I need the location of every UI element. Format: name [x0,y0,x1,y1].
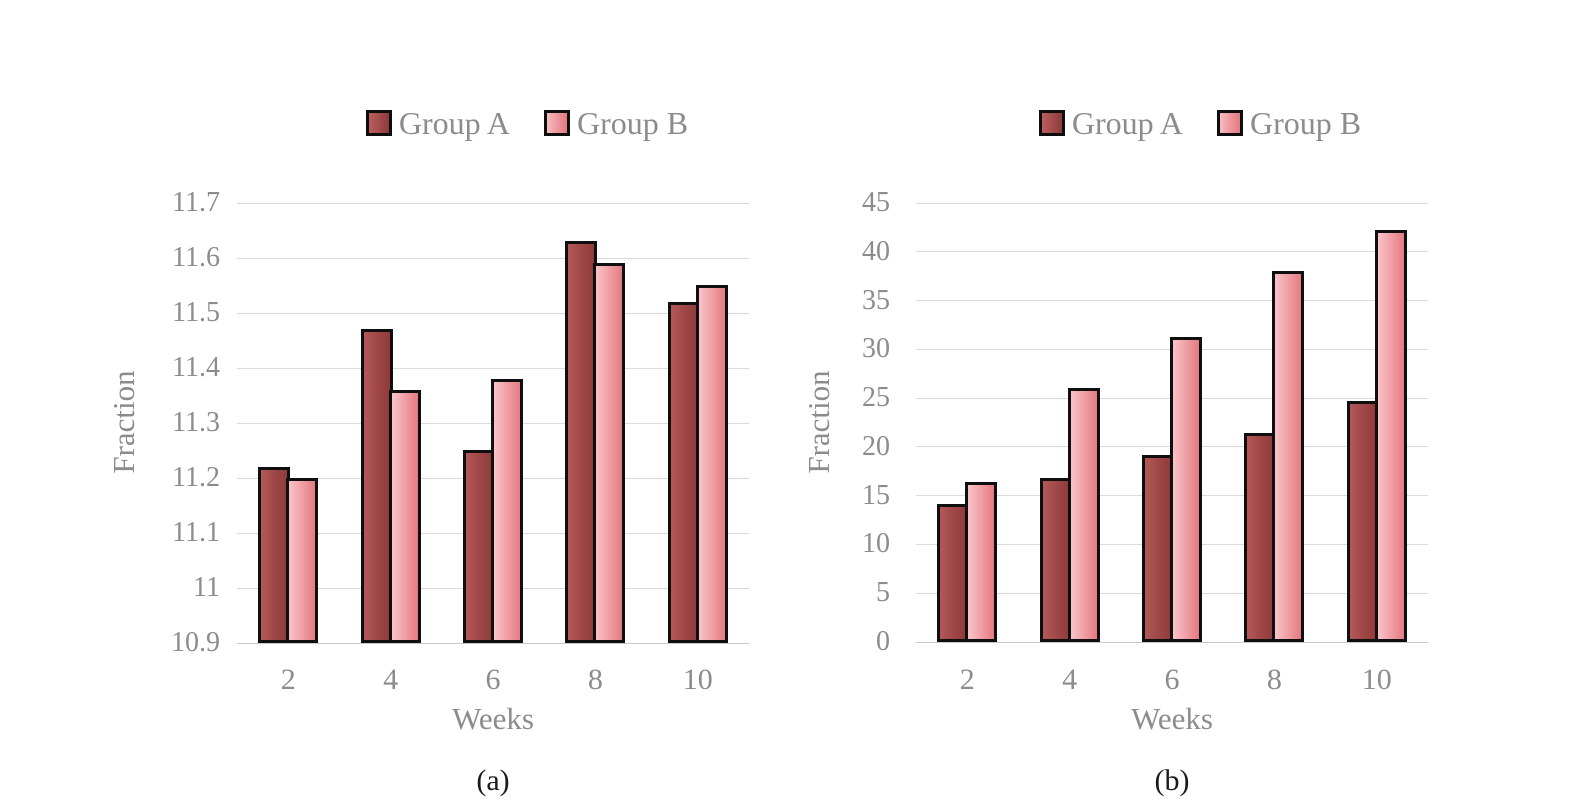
y-tick-label: 11.2 [172,462,220,493]
y-tick-label: 15 [862,479,890,511]
x-tick-label: 8 [1266,663,1282,696]
y-axis-title-chart-b: Fraction [801,370,836,474]
x-tick-label: 2 [280,663,296,696]
bar-group-b-week-8 [593,263,626,643]
x-axis-line [237,642,749,644]
y-tick-label: 45 [862,187,890,218]
legend-chart-a: Group A Group B [271,103,783,143]
gridline [916,300,1428,302]
x-axis-title-chart-a: Weeks [452,701,534,736]
y-tick-label: 5 [876,577,890,609]
y-tick-label: 10 [862,528,890,560]
bar-group-b-week-8 [1272,271,1305,642]
gridline [916,202,1428,204]
legend-item-group-a: Group A [1038,104,1183,142]
group-a-swatch-icon [365,110,392,136]
bar-group-b-week-6 [491,379,523,643]
bar-group-b-week-6 [1170,337,1202,642]
group-a-swatch-icon [1038,110,1065,136]
y-tick-label: 11.7 [172,187,220,218]
y-tick-label: 20 [862,430,890,462]
y-tick-label: 35 [862,284,890,316]
y-tick-label: 11.5 [172,297,220,328]
x-tick-label: 6 [1164,663,1180,696]
legend-item-group-b: Group B [544,105,688,142]
bar-group-a-week-6 [1142,455,1174,642]
legend-label-group-b: Group B [1250,104,1362,141]
y-tick-label: 11.4 [172,352,220,383]
x-tick-label: 4 [1062,663,1078,696]
y-tick-label: 11.6 [172,242,220,273]
legend-item-group-b: Group B [1217,105,1361,142]
bar-group-a-week-6 [463,450,495,643]
legend-label-group-a: Group A [398,104,510,141]
y-tick-label: 0 [876,626,890,657]
x-tick-label: 10 [1361,663,1392,696]
y-tick-label: 40 [862,235,890,267]
bar-group-b-week-10 [695,285,728,643]
gridline [916,251,1428,253]
y-tick-label: 30 [862,333,890,365]
bar-group-b-week-10 [1374,230,1407,642]
group-b-swatch-icon [1217,110,1243,136]
y-tick-label: 11 [193,572,220,603]
y-tick-label: 11.3 [172,407,220,438]
legend-label-group-b: Group B [577,104,689,141]
legend-chart-b: Group A Group B [944,103,1456,143]
bar-group-b-week-2 [286,478,319,643]
x-axis-line [916,641,1428,643]
group-b-swatch-icon [544,110,570,136]
caption-chart-a: (a) [476,764,510,797]
y-tick-label: 10.9 [171,627,220,658]
y-tick-label: 11.1 [172,517,220,548]
bar-group-a-week-2 [937,504,970,642]
x-axis-title-chart-b: Weeks [1131,701,1213,736]
x-tick-label: 4 [383,663,399,696]
bar-group-a-week-4 [1039,478,1072,642]
caption-chart-b: (b) [1154,764,1190,797]
gridline [237,312,749,314]
gridline [237,257,749,259]
gridline [237,202,749,204]
x-tick-label: 10 [682,663,713,696]
x-tick-label: 6 [485,663,501,696]
x-tick-label: 2 [959,663,975,696]
bar-group-b-week-4 [388,390,421,643]
legend-item-group-a: Group A [365,104,510,142]
bar-group-b-week-4 [1067,388,1100,642]
x-tick-label: 8 [587,663,603,696]
legend-label-group-a: Group A [1071,104,1183,141]
gridline [237,367,749,369]
bar-group-a-week-10 [1346,401,1379,642]
y-tick-label: 25 [862,382,890,414]
bar-group-b-week-2 [965,482,998,642]
